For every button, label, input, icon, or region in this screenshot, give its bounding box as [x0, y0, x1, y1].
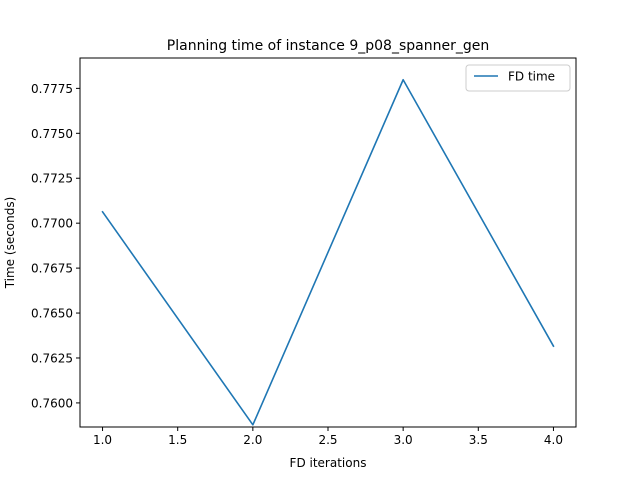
x-tick-label: 2.5: [318, 433, 337, 447]
y-axis: 0.7600 0.7625 0.7650 0.7675 0.7700 0.7725 0.77…: [31, 82, 80, 411]
x-tick-label: 3.5: [469, 433, 488, 447]
y-tick-label: 0.7650: [31, 307, 73, 321]
x-tick-label: 1.5: [168, 433, 187, 447]
y-tick-label: 0.7600: [31, 396, 73, 410]
y-tick-label: 0.7625: [31, 351, 73, 365]
series-line: [103, 80, 554, 425]
y-tick-label: 0.7775: [31, 82, 73, 96]
y-tick-label: 0.7725: [31, 172, 73, 186]
y-axis-label: Time (seconds): [3, 197, 17, 290]
y-tick-label: 0.7700: [31, 217, 73, 231]
legend-label: FD time: [508, 70, 555, 84]
legend: FD time: [466, 65, 570, 91]
plot-area: [103, 80, 554, 425]
chart-title: Planning time of instance 9_p08_spanner_…: [167, 38, 489, 54]
x-axis: 1.0 1.5 2.0 2.5 3.0 3.5 4.0: [93, 427, 563, 447]
x-tick-label: 1.0: [93, 433, 112, 447]
axes-frame: [80, 58, 576, 427]
y-tick-label: 0.7750: [31, 127, 73, 141]
x-axis-label: FD iterations: [290, 456, 367, 470]
y-tick-label: 0.7675: [31, 262, 73, 276]
x-tick-label: 4.0: [544, 433, 563, 447]
x-tick-label: 3.0: [394, 433, 413, 447]
x-tick-label: 2.0: [243, 433, 262, 447]
